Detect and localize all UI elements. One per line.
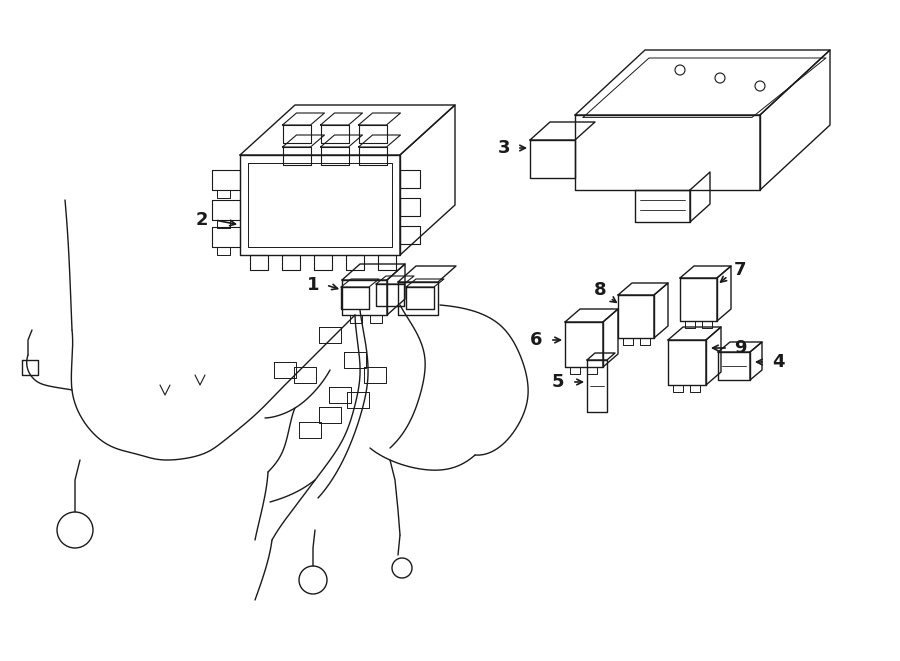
Text: 4: 4 [772,353,784,371]
Text: 7: 7 [734,261,746,279]
Text: 6: 6 [530,331,542,349]
Text: 8: 8 [594,281,607,299]
Text: 1: 1 [307,276,320,294]
Text: 2: 2 [196,211,208,229]
Text: 3: 3 [498,139,510,157]
Text: 9: 9 [734,339,746,357]
Text: 5: 5 [552,373,564,391]
